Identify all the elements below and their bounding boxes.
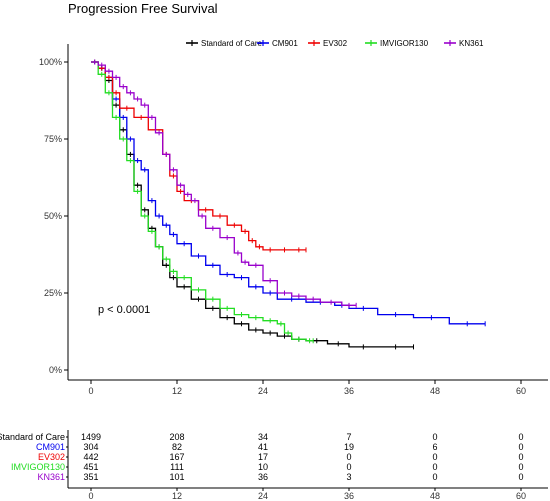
- y-tick-label: 25%: [44, 288, 62, 298]
- risk-row-label: CM901: [36, 442, 65, 452]
- risk-count: 6: [432, 442, 437, 452]
- risk-count: 0: [432, 472, 437, 482]
- risk-row-label: IMVIGOR130: [11, 462, 65, 472]
- series-line: [91, 61, 486, 325]
- risk-count: 3: [346, 472, 351, 482]
- risk-count: 36: [258, 472, 268, 482]
- legend-label: CM901: [272, 39, 298, 48]
- legend-label: IMVIGOR130: [380, 39, 429, 48]
- risk-count: 0: [518, 472, 523, 482]
- risk-count: 0: [346, 452, 351, 462]
- risk-count: 442: [83, 452, 98, 462]
- risk-count: 111: [170, 462, 184, 472]
- risk-count: 7: [346, 432, 351, 442]
- series-line: [91, 61, 306, 251]
- y-tick-label: 75%: [44, 134, 62, 144]
- risk-x-tick-label: 0: [88, 491, 93, 501]
- legend-label: EV302: [323, 39, 348, 48]
- risk-count: 19: [344, 442, 354, 452]
- risk-x-tick-label: 12: [172, 491, 182, 501]
- risk-count: 0: [518, 452, 523, 462]
- risk-row-label: KN361: [37, 472, 65, 482]
- x-tick-label: 0: [88, 386, 93, 396]
- x-tick-label: 48: [430, 386, 440, 396]
- y-axis-ticks: 0% 25% 50% 75% 100%: [39, 57, 68, 375]
- x-tick-label: 24: [258, 386, 268, 396]
- risk-count: 451: [83, 462, 98, 472]
- x-tick-label: 60: [516, 386, 526, 396]
- risk-count: 0: [346, 462, 351, 472]
- chart-title: Progression Free Survival: [68, 1, 218, 16]
- series-line: [91, 61, 357, 306]
- risk-count: 82: [172, 442, 182, 452]
- risk-count: 10: [258, 462, 268, 472]
- y-tick-label: 0%: [49, 365, 62, 375]
- risk-row-label: EV302: [38, 452, 65, 462]
- risk-count: 34: [258, 432, 268, 442]
- x-tick-label: 36: [344, 386, 354, 396]
- x-axis-ticks: 0 12 24 36 48 60: [88, 380, 526, 396]
- risk-count: 17: [258, 452, 268, 462]
- survival-curves: [91, 59, 486, 350]
- y-tick-label: 50%: [44, 211, 62, 221]
- risk-count: 351: [83, 472, 98, 482]
- risk-row-label: Standard of Care: [0, 432, 65, 442]
- risk-x-tick-label: 36: [344, 491, 354, 501]
- risk-count: 41: [258, 442, 268, 452]
- risk-count: 304: [83, 442, 98, 452]
- risk-table-x-ticks: 0 12 24 36 48 60: [88, 488, 526, 501]
- risk-count: 101: [169, 472, 184, 482]
- risk-count: 0: [432, 452, 437, 462]
- risk-count: 0: [518, 462, 523, 472]
- risk-count: 0: [432, 462, 437, 472]
- x-tick-label: 12: [172, 386, 182, 396]
- risk-count: 0: [518, 432, 523, 442]
- risk-count: 1499: [81, 432, 101, 442]
- risk-count: 208: [169, 432, 184, 442]
- legend-label: KN361: [459, 39, 484, 48]
- risk-x-tick-label: 24: [258, 491, 268, 501]
- risk-count: 0: [518, 442, 523, 452]
- risk-count: 0: [432, 432, 437, 442]
- risk-x-tick-label: 60: [516, 491, 526, 501]
- p-value-annotation: p < 0.0001: [98, 304, 150, 316]
- legend: Standard of Care CM901 EV302 IMVIGOR130 KN36…: [186, 39, 484, 48]
- legend-label: Standard of Care: [201, 39, 262, 48]
- risk-count: 167: [169, 452, 184, 462]
- risk-x-tick-label: 48: [430, 491, 440, 501]
- y-tick-label: 100%: [39, 57, 62, 67]
